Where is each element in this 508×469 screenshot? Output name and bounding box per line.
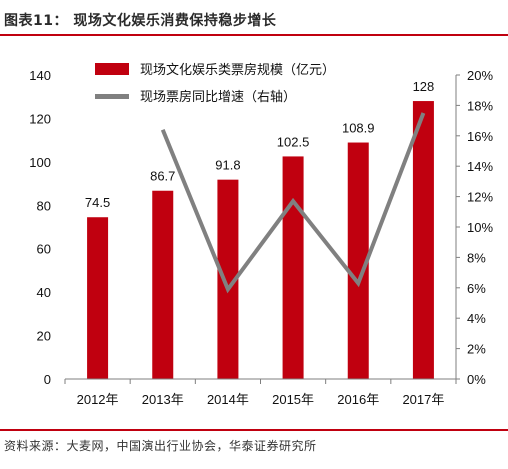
bar-data-label: 91.8 (215, 158, 240, 173)
legend-line-swatch (95, 94, 129, 99)
right-tick-label: 12% (467, 190, 493, 205)
right-axis: 0% 2% 4% 6% 8% 10% 12% 14% 16% 18% 20% (455, 68, 493, 387)
right-tick-label: 8% (467, 250, 486, 265)
legend: 现场文化娱乐类票房规模（亿元） 现场票房同比增速（右轴） (95, 62, 335, 104)
right-tick-label: 14% (467, 159, 493, 174)
left-tick-label: 0 (44, 372, 51, 387)
x-tick-label: 2015年 (272, 392, 314, 407)
bar-data-label: 86.7 (150, 169, 175, 184)
bar (152, 190, 174, 379)
x-tick-label: 2013年 (142, 392, 184, 407)
left-tick-label: 120 (29, 111, 51, 126)
left-tick-label: 100 (29, 155, 51, 170)
bar (347, 142, 369, 379)
right-tick-label: 20% (467, 68, 493, 83)
left-tick-label: 20 (37, 329, 51, 344)
left-tick-label: 40 (37, 285, 51, 300)
source-note: 资料来源：大麦网，中国演出行业协会，华泰证券研究所 (4, 439, 317, 453)
title-divider (0, 34, 508, 36)
x-tick-label: 2017年 (402, 392, 444, 407)
chart-title: 图表11： 现场文化娱乐消费保持稳步增长 (4, 13, 277, 29)
left-tick-label: 80 (37, 198, 51, 213)
legend-bar-label: 现场文化娱乐类票房规模（亿元） (140, 62, 335, 77)
footer-divider (0, 429, 508, 431)
left-tick-label: 140 (29, 68, 51, 83)
bar (282, 156, 304, 379)
left-axis: 0 20 40 60 80 100 120 140 (29, 68, 51, 387)
bar-data-labels: 74.5 86.7 91.8 102.5 108.9 128 (85, 79, 434, 210)
growth-line (160, 112, 426, 294)
legend-bar-swatch (95, 63, 129, 75)
title-bar: 图表11： 现场文化娱乐消费保持稳步增长 (0, 0, 508, 42)
bar-data-label: 128 (413, 79, 435, 94)
chart: 0 20 40 60 80 100 120 140 0% 2% 4% 6% 8% 10% 12% 14% 16… (29, 62, 493, 407)
bar (217, 179, 239, 379)
right-tick-label: 4% (467, 311, 486, 326)
line-series (160, 112, 426, 294)
right-tick-label: 6% (467, 281, 486, 296)
x-axis: 2012年 2013年 2014年 2015年 2016年 2017年 (64, 378, 457, 407)
right-tick-label: 0% (467, 372, 486, 387)
bar-series (87, 101, 434, 380)
bar (412, 101, 434, 380)
x-tick-label: 2016年 (337, 392, 379, 407)
right-tick-label: 18% (467, 98, 493, 113)
right-tick-label: 2% (467, 342, 486, 357)
bar-data-label: 74.5 (85, 195, 110, 210)
right-tick-label: 10% (467, 220, 493, 235)
bar-data-label: 102.5 (277, 134, 310, 149)
x-tick-label: 2012年 (77, 392, 119, 407)
bar-data-label: 108.9 (342, 121, 375, 136)
bar (87, 217, 109, 379)
legend-line-label: 现场票房同比增速（右轴） (140, 89, 296, 104)
x-tick-label: 2014年 (207, 392, 249, 407)
right-tick-label: 16% (467, 129, 493, 144)
left-tick-label: 60 (37, 242, 51, 257)
